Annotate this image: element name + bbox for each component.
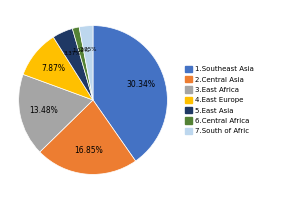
Legend: 1.Southeast Asia, 2.Central Asia, 3.East Africa, 4.East Europe, 5.East Asia, 6.C: 1.Southeast Asia, 2.Central Asia, 3.East… — [184, 64, 255, 136]
Text: 13.48%: 13.48% — [29, 106, 58, 115]
Wedge shape — [23, 37, 93, 100]
Text: 7.87%: 7.87% — [42, 64, 66, 73]
Text: 30.34%: 30.34% — [127, 80, 156, 89]
Wedge shape — [53, 29, 93, 100]
Wedge shape — [79, 26, 93, 100]
Wedge shape — [19, 74, 93, 152]
Text: 1.12%: 1.12% — [73, 48, 90, 53]
Text: 2.25%: 2.25% — [80, 47, 97, 52]
Wedge shape — [40, 100, 136, 174]
Wedge shape — [72, 27, 93, 100]
Wedge shape — [93, 26, 167, 161]
Text: 3.37%: 3.37% — [64, 51, 81, 56]
Text: 16.85%: 16.85% — [74, 146, 103, 155]
